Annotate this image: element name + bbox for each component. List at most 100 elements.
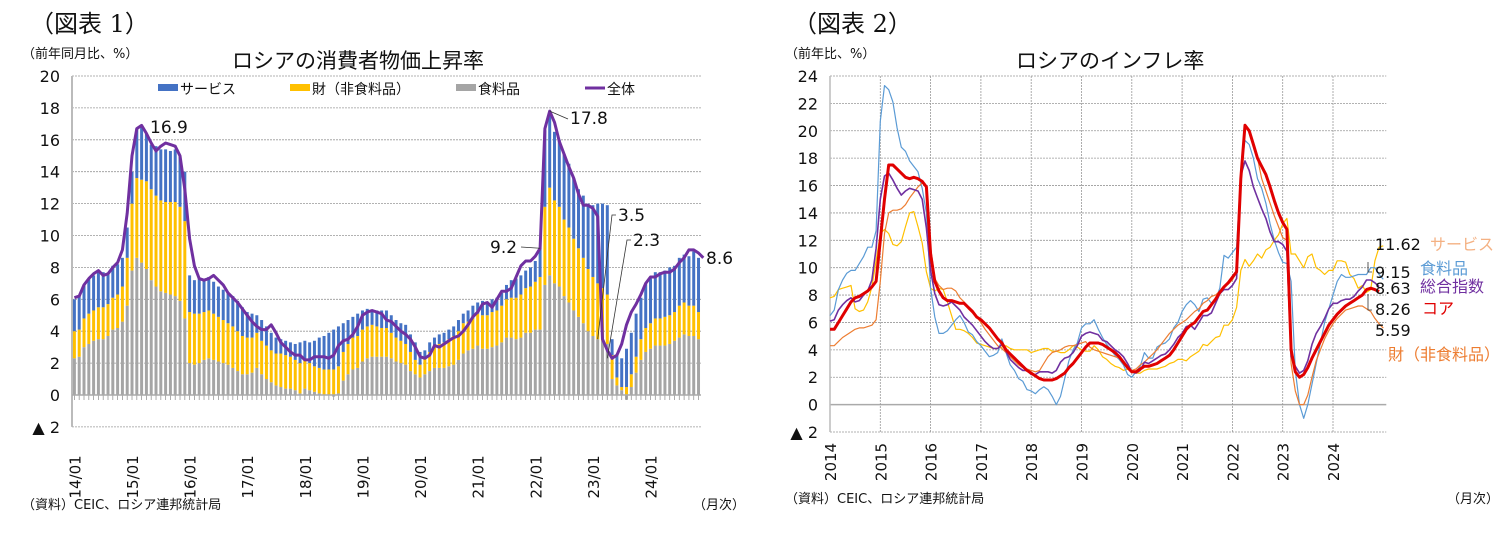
- chart1-bar-segment: [140, 179, 144, 263]
- chart1-bar-segment: [341, 323, 345, 352]
- chart1-bar-segment: [461, 313, 465, 324]
- chart1-bar-segment: [87, 313, 91, 344]
- chart1-bar-segment: [629, 374, 633, 388]
- chart1-bar-segment: [634, 372, 638, 395]
- chart1-bar-segment: [125, 305, 129, 395]
- chart1-bar-segment: [380, 328, 384, 357]
- chart1-bar-segment: [240, 307, 244, 336]
- chart1-bar-segment: [236, 331, 240, 372]
- chart1-bar-segment: [317, 393, 321, 395]
- chart1-bar-segment: [87, 343, 91, 395]
- chart1-bar-segment: [591, 205, 595, 277]
- chart1-bar-segment: [692, 251, 696, 306]
- chart1-bar-segment: [120, 286, 124, 322]
- chart1-bar-segment: [605, 343, 609, 395]
- chart1-bar-segment: [106, 304, 110, 336]
- chart1-x-tick: 24/01: [643, 455, 661, 498]
- chart1-bar-segment: [490, 347, 494, 395]
- chart2-y-tick: 16: [798, 177, 818, 196]
- chart1-bar-segment: [447, 329, 451, 340]
- chart1-bar-segment: [365, 326, 369, 359]
- chart1-bar-segment: [519, 275, 523, 295]
- chart1-bar-segment: [480, 348, 484, 395]
- chart1-bar-segment: [332, 369, 336, 395]
- chart1-bar-segment: [303, 388, 307, 395]
- chart1-bar-segment: [586, 203, 590, 269]
- chart1-bar-segment: [269, 382, 273, 395]
- chart1-bar-segment: [428, 371, 432, 395]
- chart1-bar-segment: [298, 363, 302, 394]
- chart1-bar-segment: [293, 390, 297, 395]
- chart1-x-tick: 23/01: [585, 455, 603, 498]
- chart1-x-tick: 16/01: [182, 455, 200, 498]
- chart1-bar-segment: [557, 286, 561, 395]
- chart1-bar-segment: [250, 372, 254, 395]
- chart1-bar-segment: [586, 268, 590, 332]
- chart1-bar-segment: [125, 227, 129, 258]
- chart1-bar-segment: [605, 205, 609, 295]
- chart1-bar-segment: [346, 343, 350, 375]
- chart1-bar-segment: [653, 345, 657, 395]
- chart1-x-tick: 20/01: [412, 455, 430, 498]
- chart1-bar-segment: [264, 379, 268, 395]
- chart1-bar-segment: [533, 329, 537, 395]
- chart1-bar-segment: [442, 342, 446, 368]
- chart1-bar-segment: [514, 339, 518, 395]
- chart1-bar-segment: [394, 361, 398, 395]
- chart1-bar-segment: [178, 300, 182, 395]
- chart1-bar-segment: [663, 270, 667, 317]
- chart1-bar-segment: [553, 283, 556, 395]
- chart1-bar-segment: [456, 331, 460, 360]
- chart2-label-leader: [1367, 294, 1372, 311]
- chart1-bar-segment: [639, 339, 643, 360]
- chart1-bar-segment: [399, 363, 403, 395]
- chart1-bar-segment: [178, 206, 182, 301]
- chart1-bar-segment: [312, 340, 316, 367]
- chart1-y-unit: （前年同月比、%）: [22, 47, 139, 62]
- chart1-bar-segment: [351, 337, 355, 370]
- chart1-y-tick: 20: [40, 67, 60, 86]
- chart1-x-tick: 18/01: [297, 455, 315, 498]
- chart2-x-tick: 2014: [822, 443, 840, 481]
- chart1-bar-segment: [447, 339, 451, 367]
- chart1-bar-segment: [519, 337, 523, 395]
- chart1-bar-segment: [284, 355, 288, 389]
- chart1-bar-segment: [274, 385, 278, 395]
- chart1-bar-segment: [346, 320, 350, 344]
- chart1-bar-segment: [538, 248, 542, 277]
- chart1-bar-segment: [322, 335, 326, 370]
- chart2-end-value: 8.26: [1375, 300, 1411, 319]
- chart1-x-tick: 14/01: [66, 455, 84, 498]
- chart2-y-tick: ▲ 2: [790, 423, 818, 442]
- chart2-label-leader: [1367, 262, 1372, 273]
- chart1-bar-segment: [336, 393, 340, 395]
- chart1-bar-segment: [255, 315, 259, 333]
- chart1-bar-segment: [293, 359, 297, 391]
- chart1-bar-segment: [692, 305, 696, 336]
- chart1-bar-segment: [312, 366, 316, 392]
- chart1-bar-segment: [375, 310, 379, 327]
- chart1-bar-segment: [384, 356, 388, 395]
- chart2-y-tick: 4: [808, 341, 818, 360]
- chart1-bar-segment: [577, 316, 580, 395]
- chart2-x-tick: 2021: [1174, 443, 1192, 481]
- chart1-bar-segment: [130, 270, 134, 395]
- chart1-bar-segment: [130, 203, 134, 271]
- chart2-x-tick: 2023: [1275, 443, 1293, 481]
- chart1-bar-segment: [231, 296, 235, 327]
- chart1-bar-segment: [452, 326, 456, 336]
- chart1-bar-segment: [125, 257, 129, 306]
- chart1-bar-segment: [442, 367, 446, 395]
- chart1-x-tick: 15/01: [124, 455, 142, 498]
- chart2-series-line: [829, 85, 1384, 419]
- chart1-bar-segment: [72, 358, 76, 395]
- chart1-bar-segment: [528, 332, 532, 395]
- chart1-annotation: 16.9: [150, 118, 188, 138]
- chart1-bar-segment: [447, 366, 451, 395]
- chart1-bar-segment: [116, 294, 120, 329]
- chart2-y-tick: 8: [808, 286, 818, 305]
- chart1-bar-segment: [135, 128, 139, 179]
- chart1-bar-segment: [183, 318, 187, 395]
- chart1-legend-label: サービス: [180, 82, 236, 98]
